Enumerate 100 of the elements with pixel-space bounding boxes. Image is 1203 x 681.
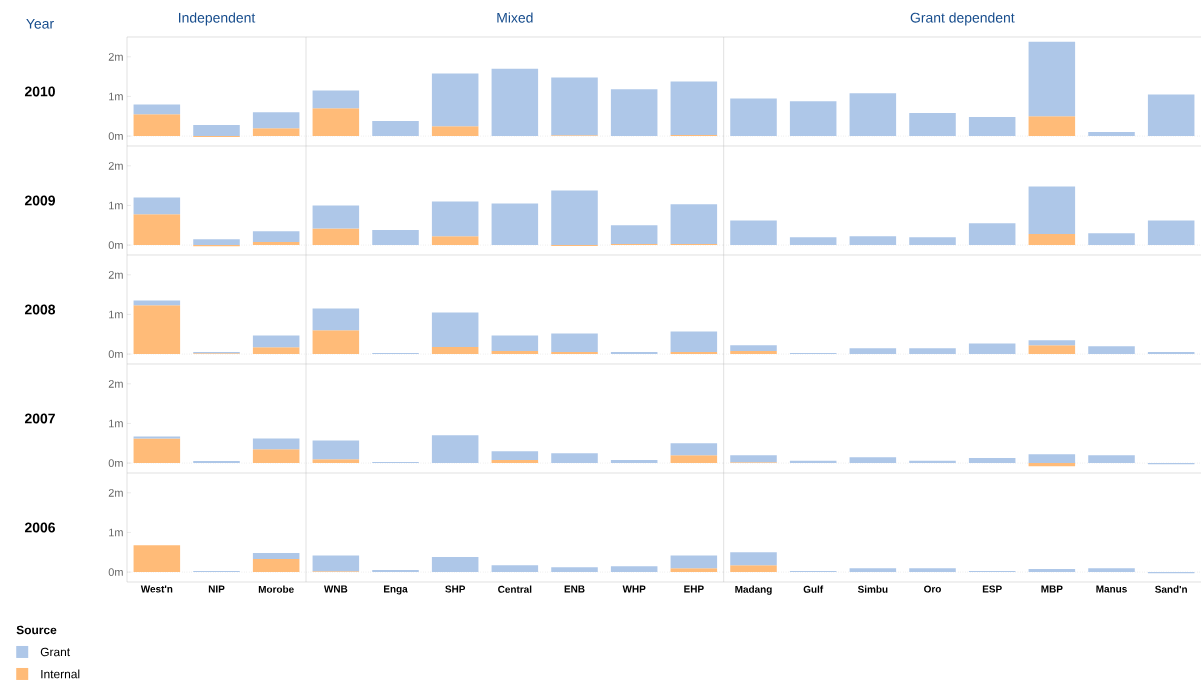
x-tick-label: MBP bbox=[1041, 585, 1063, 593]
bar bbox=[968, 223, 1016, 246]
bar bbox=[252, 241, 300, 246]
bar bbox=[1088, 132, 1135, 137]
x-tick-label: Simbu bbox=[857, 585, 888, 593]
bar bbox=[730, 455, 777, 463]
bar bbox=[431, 236, 479, 246]
bar bbox=[431, 312, 479, 347]
y-axis-title: 2010 bbox=[24, 86, 55, 97]
bar bbox=[133, 545, 181, 573]
bar bbox=[431, 126, 479, 137]
x-tick-label: Gulf bbox=[803, 585, 824, 593]
y-tick-label: 1m bbox=[109, 419, 123, 428]
bar bbox=[730, 345, 777, 351]
bar bbox=[193, 124, 240, 137]
x-tick-label: EHP bbox=[684, 585, 704, 593]
bar bbox=[909, 568, 956, 573]
y-axis-title: 2009 bbox=[24, 195, 55, 206]
bar bbox=[909, 113, 956, 137]
y-axis-title: 2008 bbox=[24, 304, 56, 315]
bar bbox=[789, 101, 837, 137]
x-tick-label: Oro bbox=[924, 585, 941, 593]
bar bbox=[968, 117, 1016, 137]
x-tick-label: NIP bbox=[208, 585, 225, 593]
bar bbox=[670, 331, 718, 353]
bar bbox=[491, 459, 539, 464]
bar bbox=[968, 457, 1016, 464]
bar bbox=[610, 89, 658, 137]
bar bbox=[133, 197, 181, 215]
chart-title: Independent bbox=[179, 12, 256, 26]
x-tick-label: Madang bbox=[735, 585, 772, 595]
bar bbox=[670, 455, 718, 464]
y-tick-label: 2m bbox=[108, 162, 123, 170]
bar bbox=[610, 566, 658, 573]
y-tick-label: 1m bbox=[109, 92, 123, 101]
bar bbox=[312, 440, 360, 460]
bar bbox=[252, 559, 300, 573]
bar bbox=[849, 348, 897, 355]
x-tick-label: Morobe bbox=[258, 585, 294, 593]
legend-title: Source bbox=[16, 625, 57, 635]
x-tick-label: West'n bbox=[140, 585, 173, 593]
chart-title: Mixed bbox=[497, 12, 533, 23]
bar bbox=[252, 449, 300, 464]
bar bbox=[1028, 233, 1076, 246]
bar bbox=[849, 93, 897, 137]
bar bbox=[551, 333, 598, 353]
bar bbox=[312, 555, 360, 572]
y-tick-label: 1m bbox=[109, 310, 123, 319]
bar bbox=[491, 350, 539, 355]
bar bbox=[670, 555, 718, 569]
x-tick-label: SHP bbox=[445, 585, 466, 593]
bar bbox=[133, 214, 181, 246]
bar bbox=[491, 203, 539, 246]
bar bbox=[1147, 94, 1195, 137]
bar bbox=[670, 81, 718, 135]
bar bbox=[133, 305, 181, 355]
y-tick-label: 0m bbox=[108, 132, 123, 140]
bar bbox=[1088, 455, 1135, 464]
y-tick-label: 2m bbox=[108, 53, 123, 61]
legend-label: Grant bbox=[40, 647, 71, 657]
bar bbox=[1088, 346, 1135, 355]
chart-title: Grant dependent bbox=[910, 12, 1015, 26]
bar bbox=[730, 220, 777, 246]
y-tick-label: 1m bbox=[109, 528, 123, 537]
bar bbox=[252, 438, 300, 450]
bar bbox=[1088, 568, 1135, 573]
bar bbox=[1028, 568, 1076, 573]
bar bbox=[312, 108, 360, 137]
bar bbox=[1028, 41, 1076, 117]
bar bbox=[909, 348, 956, 355]
y-tick-label: 2m bbox=[108, 380, 123, 388]
bar bbox=[730, 552, 777, 566]
y-tick-label: 1m bbox=[109, 201, 123, 210]
bar bbox=[312, 228, 360, 246]
bar bbox=[1028, 340, 1076, 346]
bar bbox=[252, 128, 300, 137]
y-tick-label: 0m bbox=[108, 459, 123, 467]
bar bbox=[312, 459, 360, 464]
bar bbox=[431, 346, 479, 355]
bar bbox=[372, 230, 419, 246]
y-tick-label: 2m bbox=[108, 271, 123, 279]
bar bbox=[1028, 116, 1076, 137]
y-axis-title: 2007 bbox=[24, 413, 55, 424]
bar bbox=[670, 204, 718, 244]
bar bbox=[252, 231, 300, 242]
bar bbox=[849, 568, 897, 573]
y-tick-label: 0m bbox=[108, 568, 123, 576]
bar bbox=[133, 438, 181, 464]
bar bbox=[551, 453, 598, 464]
bar bbox=[431, 73, 479, 127]
y-axis-title: 2006 bbox=[24, 522, 55, 533]
bar bbox=[1147, 220, 1195, 246]
bar bbox=[431, 201, 479, 237]
bar bbox=[133, 104, 181, 115]
bar bbox=[312, 90, 360, 109]
bar bbox=[1028, 454, 1076, 464]
bar bbox=[551, 77, 598, 136]
bar bbox=[252, 335, 300, 348]
bar bbox=[252, 553, 300, 560]
legend-label: Internal bbox=[41, 669, 80, 679]
